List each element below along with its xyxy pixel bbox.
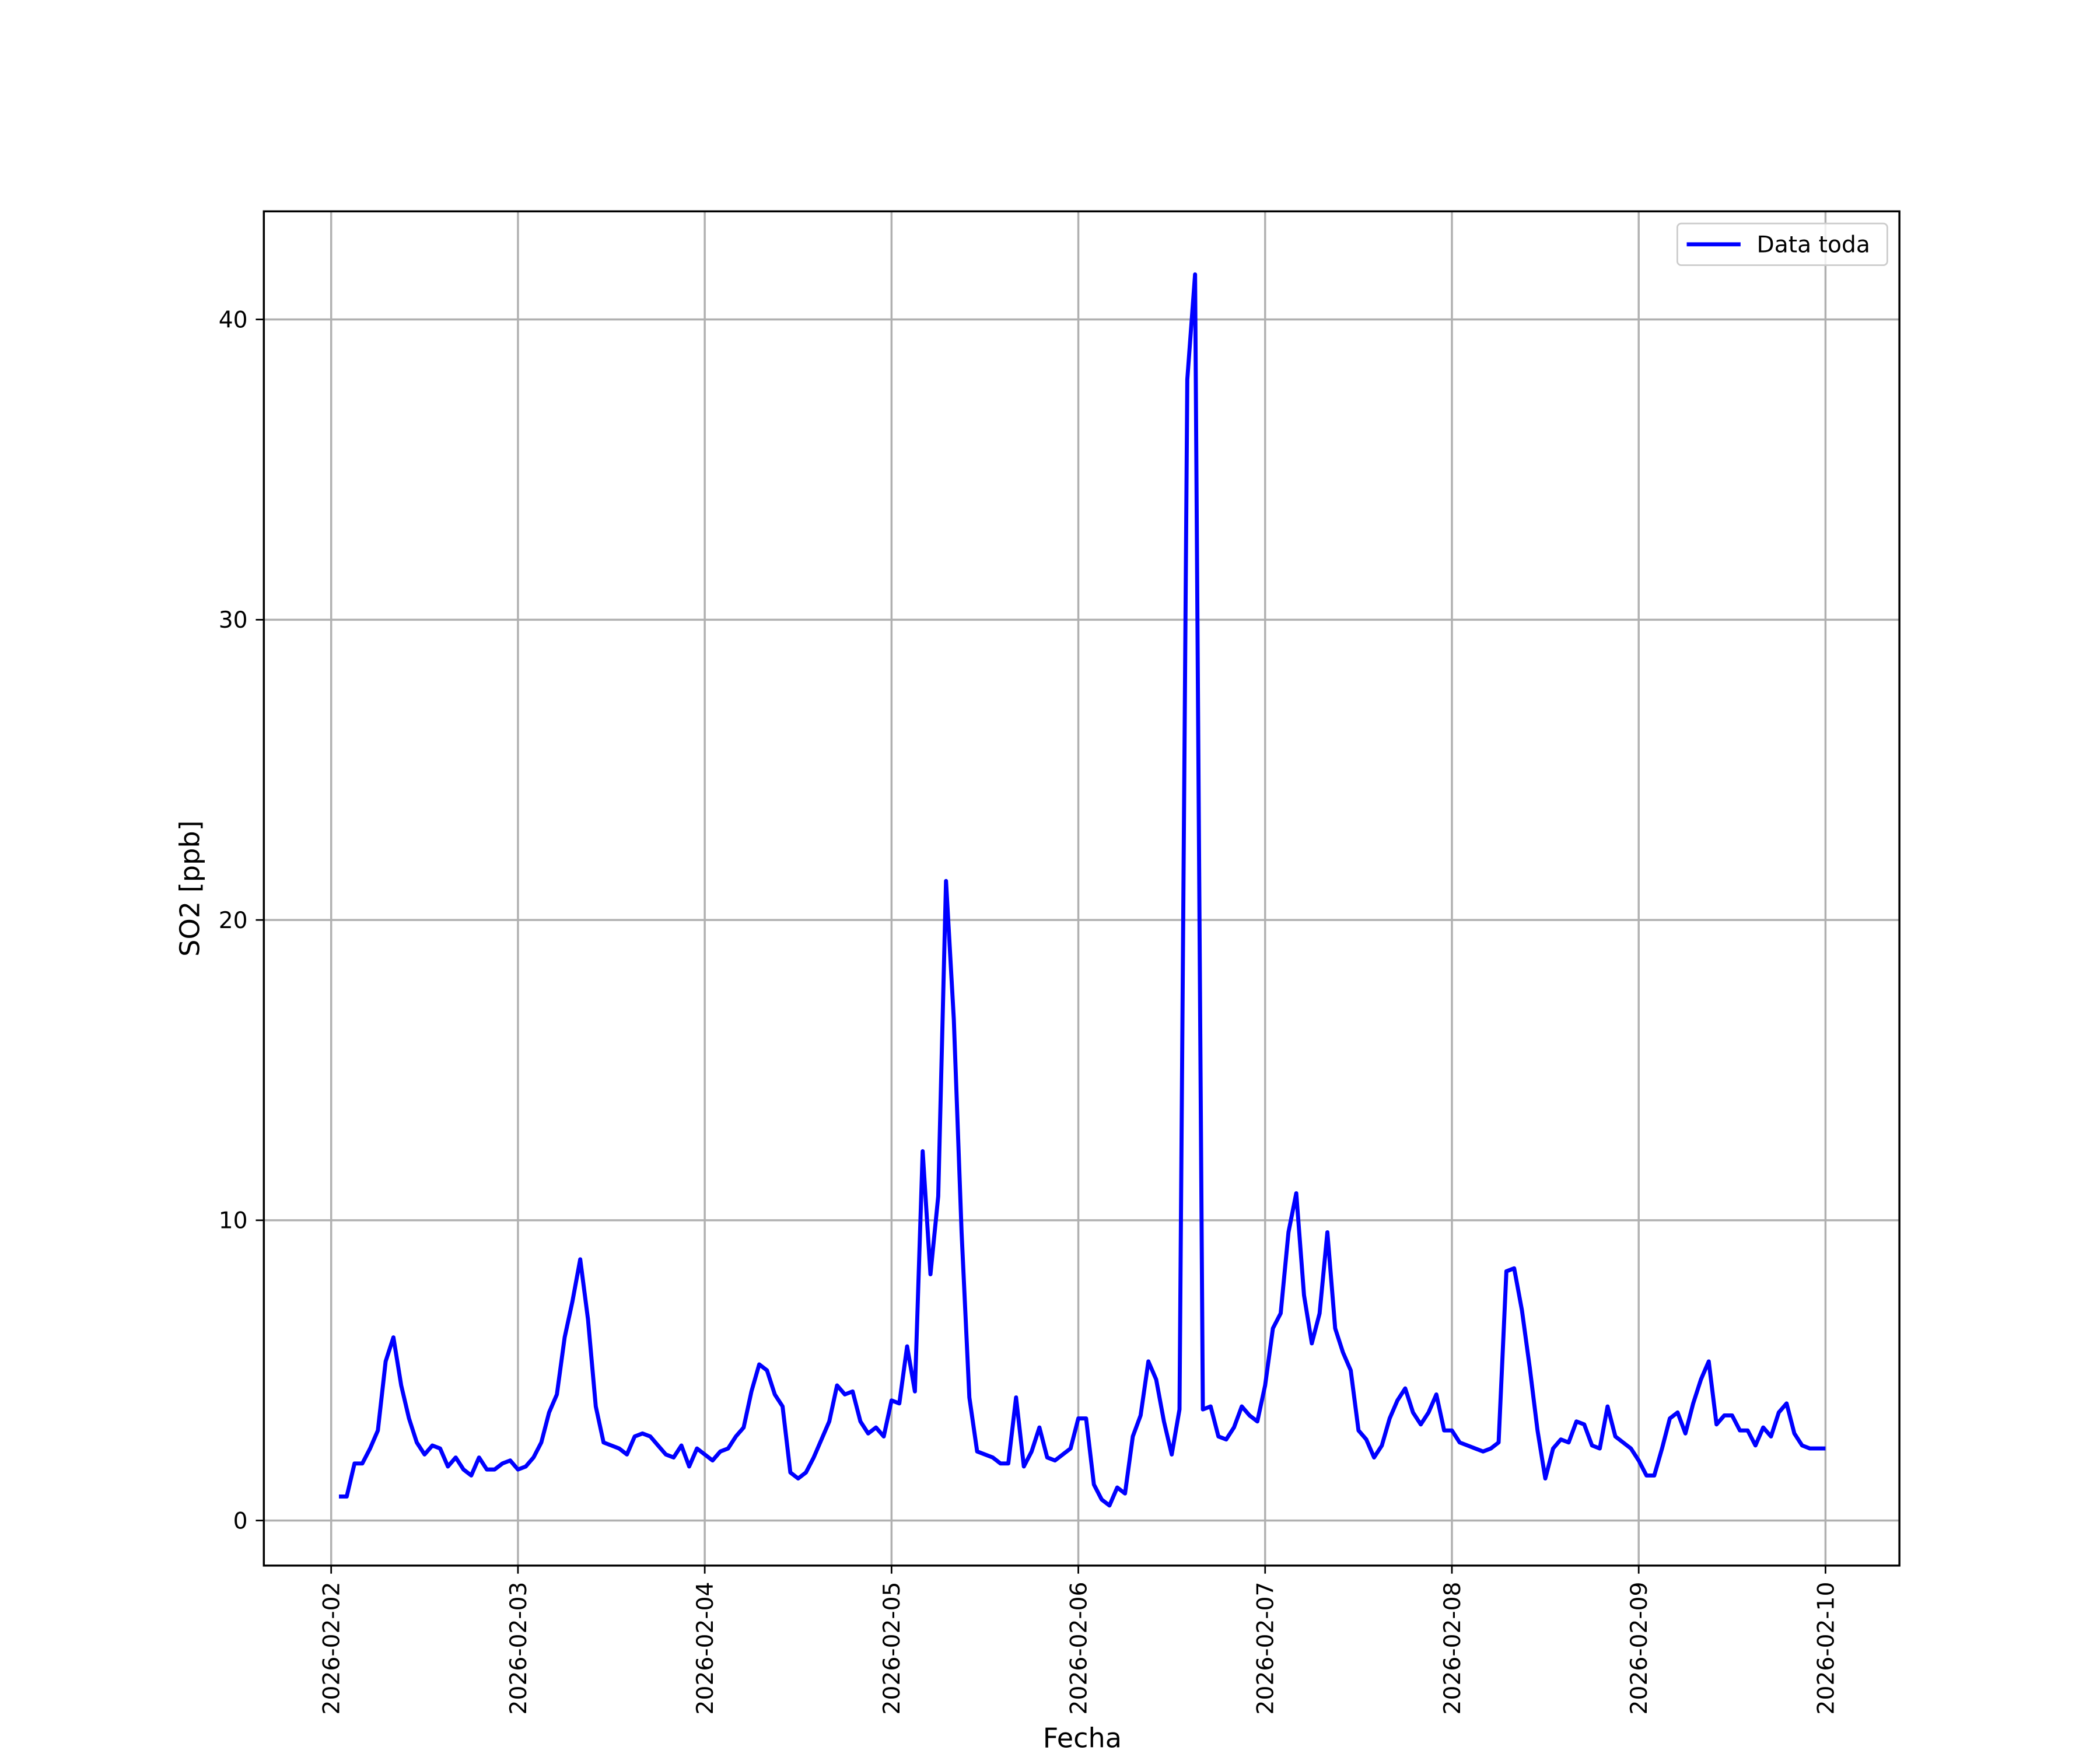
x-tick-label: 2026-02-06 bbox=[1066, 1582, 1092, 1715]
y-tick-label: 20 bbox=[219, 908, 248, 934]
legend-label: Data toda bbox=[1757, 232, 1870, 258]
y-axis-label: SO2 [ppb] bbox=[174, 820, 206, 957]
data-line bbox=[339, 272, 1826, 1508]
y-tick-label: 40 bbox=[219, 307, 248, 333]
x-tick-label: 2026-02-07 bbox=[1253, 1582, 1279, 1715]
x-tick-label: 2026-02-03 bbox=[506, 1582, 532, 1715]
y-tick-label: 10 bbox=[219, 1208, 248, 1234]
x-tick-label: 2026-02-05 bbox=[879, 1582, 905, 1715]
legend-box bbox=[1676, 222, 1888, 266]
x-tick-label: 2026-02-02 bbox=[319, 1582, 345, 1715]
x-tick-label: 2026-02-04 bbox=[692, 1582, 719, 1715]
y-tick-label: 0 bbox=[233, 1508, 248, 1534]
x-tick-label: 2026-02-10 bbox=[1813, 1582, 1839, 1715]
x-axis-label: Fecha bbox=[1043, 1722, 1122, 1750]
plot-frame bbox=[262, 210, 1901, 1567]
x-tick-label: 2026-02-08 bbox=[1440, 1582, 1466, 1715]
y-tick-label: 30 bbox=[219, 607, 248, 634]
x-tick-label: 2026-02-09 bbox=[1626, 1582, 1653, 1715]
